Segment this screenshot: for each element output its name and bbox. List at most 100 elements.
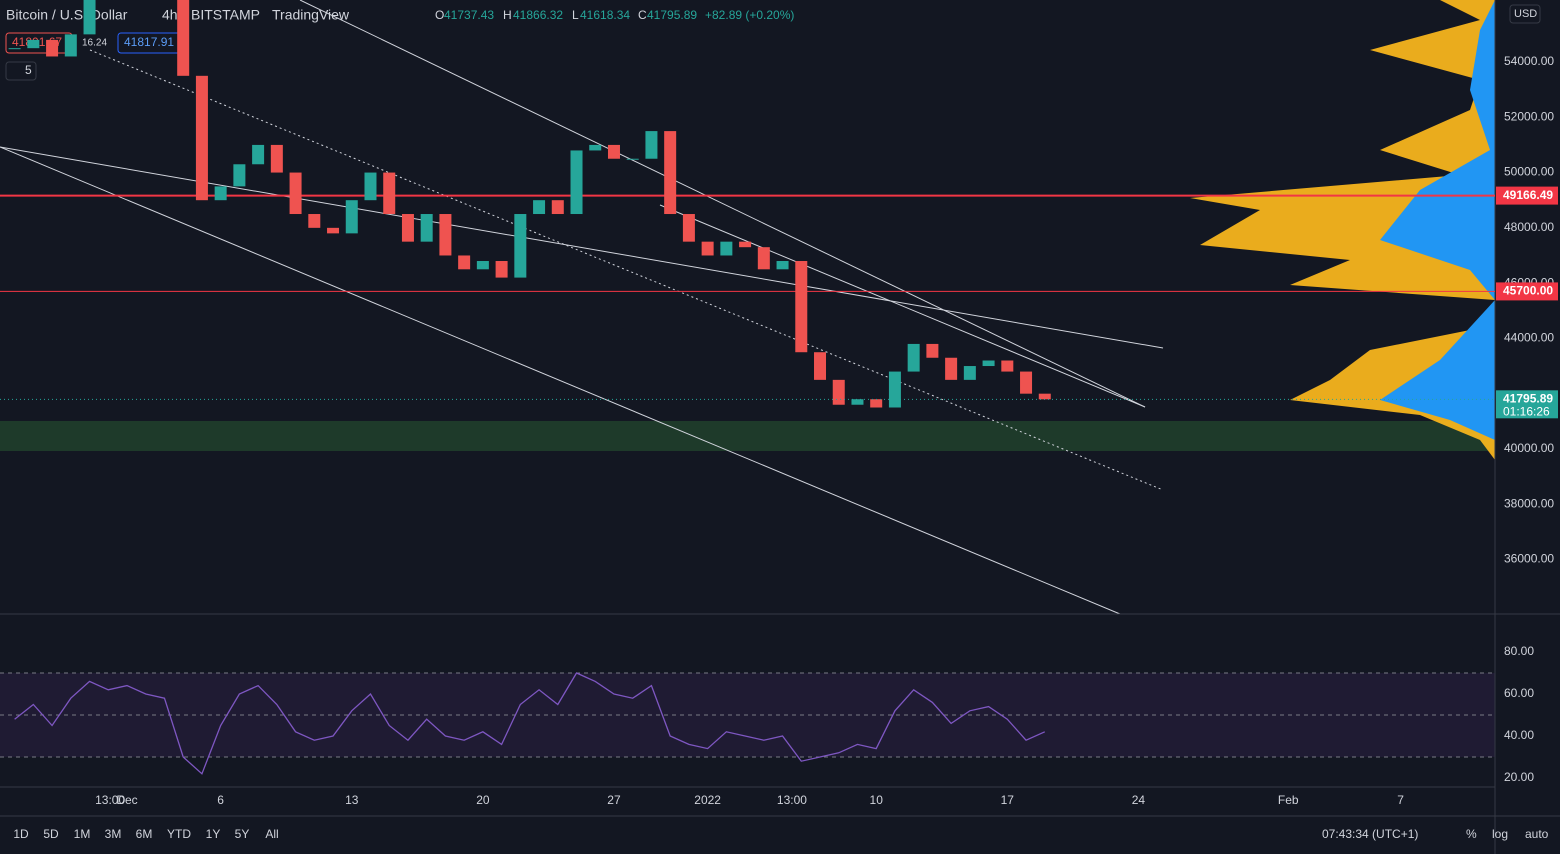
candle xyxy=(1001,360,1014,372)
range-button[interactable]: 1M xyxy=(74,827,91,841)
time-tick-label: 7 xyxy=(1397,793,1404,807)
candle xyxy=(682,214,695,242)
candle xyxy=(814,352,827,380)
candle xyxy=(570,150,583,215)
volume-profile xyxy=(1190,0,1495,460)
exchange: BITSTAMP xyxy=(191,7,260,23)
brand: TradingView xyxy=(272,7,350,23)
candle xyxy=(27,39,40,49)
candle xyxy=(645,131,658,159)
volume-profile-value xyxy=(1380,0,1495,440)
candle xyxy=(832,379,845,405)
candle xyxy=(888,371,901,408)
c-label: C xyxy=(638,8,647,22)
time-tick-label: 17 xyxy=(1001,793,1015,807)
change: +82.89 (+0.20%) xyxy=(705,8,794,22)
level-tag xyxy=(1496,186,1558,205)
rsi-tick-label: 20.00 xyxy=(1504,770,1534,784)
price-tick-label: 50000.00 xyxy=(1504,165,1554,179)
rsi-tick-label: 40.00 xyxy=(1504,728,1534,742)
candle xyxy=(233,164,246,187)
candle xyxy=(720,241,733,256)
candle xyxy=(1038,393,1051,400)
level-label: 45700.00 xyxy=(1503,284,1553,298)
close: 41795.89 xyxy=(647,8,697,22)
candle xyxy=(664,131,677,215)
range-button[interactable]: 6M xyxy=(136,827,153,841)
candle xyxy=(252,144,265,165)
countdown: 01:16:26 xyxy=(1503,404,1550,418)
currency[interactable]: USD xyxy=(1514,8,1537,20)
price-tick-label: 52000.00 xyxy=(1504,109,1554,123)
header: Bitcoin / U.S. Dollar 4h BITSTAMP Tradin… xyxy=(5,7,794,81)
candle xyxy=(439,214,452,256)
candle xyxy=(476,261,489,270)
candle xyxy=(83,0,96,35)
auto-toggle[interactable]: auto xyxy=(1525,827,1549,841)
currency-button[interactable] xyxy=(1509,4,1541,24)
candle xyxy=(401,214,414,242)
range-button[interactable]: YTD xyxy=(167,827,191,841)
qty[interactable]: 5 xyxy=(25,63,32,77)
level-label: 49166.49 xyxy=(1503,188,1553,202)
range-button[interactable]: 5Y xyxy=(235,827,250,841)
time-tick-label: 20 xyxy=(476,793,490,807)
range-button[interactable]: 1Y xyxy=(206,827,221,841)
candle xyxy=(757,247,770,270)
candle xyxy=(495,261,508,278)
candle xyxy=(345,200,358,234)
candle xyxy=(626,158,639,160)
range-button[interactable]: 5D xyxy=(43,827,59,841)
candle xyxy=(195,75,208,201)
open: 41737.43 xyxy=(444,8,494,22)
candle xyxy=(383,172,396,215)
spread: 16.24 xyxy=(82,38,107,49)
range-button[interactable]: 3M xyxy=(105,827,122,841)
candle xyxy=(514,214,527,278)
candle xyxy=(907,343,920,372)
buy-price[interactable]: 41817.91 xyxy=(124,35,174,49)
candle xyxy=(214,186,227,201)
percent-toggle[interactable]: % xyxy=(1466,827,1477,841)
candle xyxy=(963,366,976,380)
price-tick-label: 54000.00 xyxy=(1504,54,1554,68)
candle xyxy=(795,261,808,353)
candle xyxy=(926,343,939,358)
candle xyxy=(701,241,714,256)
last-price-label: 41795.89 xyxy=(1503,391,1553,405)
symbol: Bitcoin / U.S. Dollar xyxy=(6,7,128,23)
price-tick-label: 38000.00 xyxy=(1504,496,1554,510)
last-price-tag xyxy=(1496,390,1558,419)
range-button[interactable]: All xyxy=(265,827,278,841)
o-label: O xyxy=(435,8,444,22)
candle xyxy=(458,255,471,270)
trend-line xyxy=(0,146,1164,349)
time-tick-label: 13:00 xyxy=(777,793,807,807)
time-tick-label: Dec xyxy=(116,793,137,807)
qty-box[interactable] xyxy=(5,61,37,81)
trend-line xyxy=(299,0,1146,408)
level-tag xyxy=(1496,282,1558,301)
price-tick-label: 44000.00 xyxy=(1504,331,1554,345)
candle xyxy=(64,34,77,57)
candle xyxy=(308,214,321,228)
rsi-line xyxy=(14,672,1046,775)
time-tick-label: 6 xyxy=(217,793,224,807)
support-zone xyxy=(0,421,1495,451)
price-tick-label: 36000.00 xyxy=(1504,552,1554,566)
candle xyxy=(739,241,752,248)
candle xyxy=(533,200,546,215)
candle xyxy=(1020,371,1033,394)
range-button[interactable]: 1D xyxy=(13,827,29,841)
candle xyxy=(607,144,620,159)
candle xyxy=(776,261,789,270)
price-tick-label: 40000.00 xyxy=(1504,441,1554,455)
price-tick-label: 48000.00 xyxy=(1504,220,1554,234)
candle xyxy=(46,39,59,57)
candle xyxy=(551,200,564,215)
log-toggle[interactable]: log xyxy=(1492,827,1508,841)
clock: 07:43:34 (UTC+1) xyxy=(1322,827,1418,841)
candle xyxy=(364,172,377,201)
h-label: H xyxy=(503,8,512,22)
